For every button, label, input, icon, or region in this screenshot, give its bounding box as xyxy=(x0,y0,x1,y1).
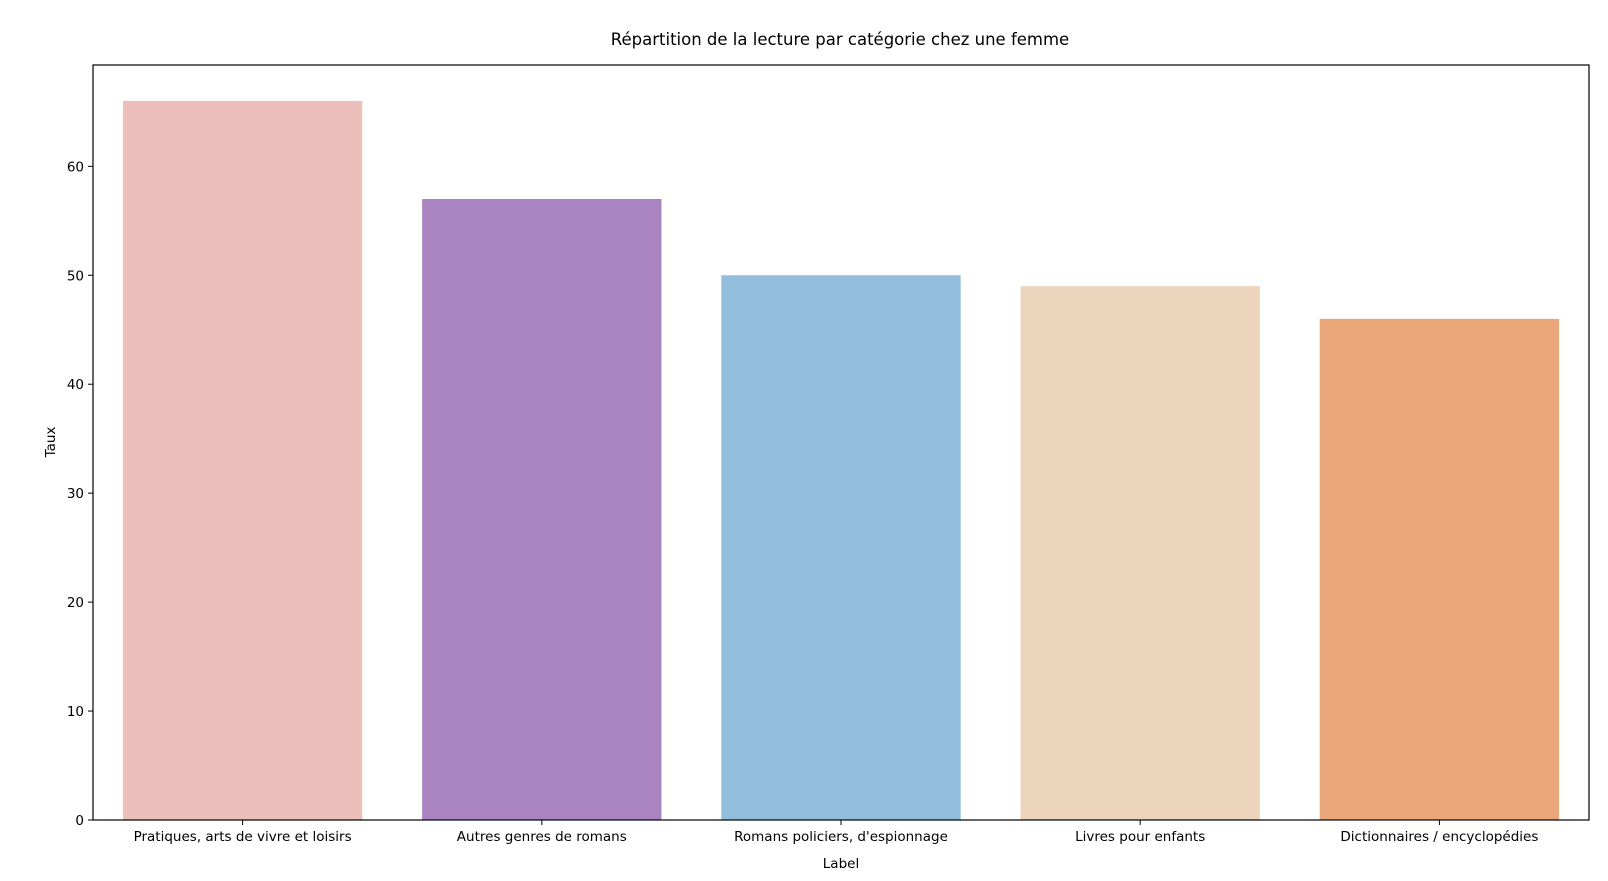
bar-1 xyxy=(422,199,662,820)
x-tick-label-4: Dictionnaires / encyclopédies xyxy=(1340,829,1538,845)
bar-3 xyxy=(1020,286,1260,820)
x-axis: Pratiques, arts de vivre et loisirs Autre… xyxy=(134,820,1538,845)
y-tick-label-0: 0 xyxy=(75,813,84,829)
plot-frame xyxy=(92,64,1590,821)
x-tick-label-0: Pratiques, arts de vivre et loisirs xyxy=(134,829,352,845)
y-tick-label-4: 40 xyxy=(67,377,84,393)
y-tick-label-3: 30 xyxy=(67,486,84,502)
x-axis-label: Label xyxy=(823,856,859,872)
y-tick-label-2: 20 xyxy=(67,595,84,611)
x-tick-label-3: Livres pour enfants xyxy=(1075,829,1205,845)
y-tick-label-5: 50 xyxy=(67,268,84,284)
chart-title: Répartition de la lecture par catégorie … xyxy=(611,30,1069,49)
bars-layer xyxy=(122,100,1560,820)
x-tick-label-1: Autres genres de romans xyxy=(457,829,627,845)
bar-0 xyxy=(122,100,363,820)
y-tick-label-1: 10 xyxy=(67,704,84,720)
bar-4 xyxy=(1319,318,1560,820)
bar-2 xyxy=(721,275,961,820)
y-axis: 0 10 20 30 40 50 60 xyxy=(67,159,93,829)
y-axis-label: Taux xyxy=(43,427,59,459)
y-tick-label-6: 60 xyxy=(67,159,84,175)
x-tick-label-2: Romans policiers, d'espionnage xyxy=(734,829,948,845)
